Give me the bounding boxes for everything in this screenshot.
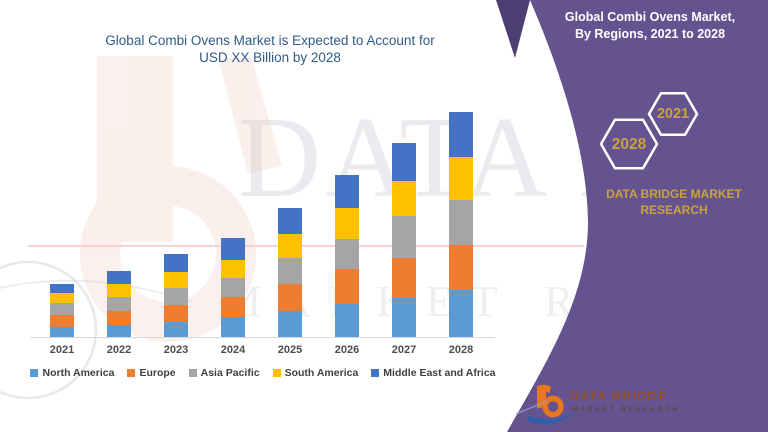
chart-title-line1: Global Combi Ovens Market is Expected to…	[105, 33, 435, 48]
plot-area	[30, 98, 495, 338]
bar-segment-south-america	[164, 272, 188, 288]
chart-legend: North America Europe Asia Pacific South Ame…	[24, 367, 502, 379]
bar-segment-europe	[50, 315, 74, 327]
banner-heading-line1: Global Combi Ovens Market,	[564, 10, 736, 24]
banner-heading: Global Combi Ovens Market, By Regions, 2…	[538, 9, 762, 42]
bar-segment-north-america	[449, 290, 473, 337]
stacked-bar-2023	[164, 254, 188, 337]
bar-segment-asia-pacific	[164, 288, 188, 305]
legend-label: Europe	[139, 367, 176, 379]
bar-segment-asia-pacific	[392, 216, 416, 258]
legend-label: Middle East and Africa	[383, 367, 496, 379]
bar-segment-asia-pacific	[107, 297, 131, 311]
x-axis-label-2021: 2021	[49, 344, 75, 356]
legend-label: Asia Pacific	[200, 367, 260, 379]
bar-segment-europe	[107, 311, 131, 325]
bar-segment-asia-pacific	[278, 258, 302, 284]
bar-segment-middle-east-and-africa	[278, 208, 302, 234]
legend-swatch	[272, 369, 281, 377]
banner-brand: DATA BRIDGE MARKET RESEARCH	[594, 187, 754, 218]
chart-title-line2: USD XX Billion by 2028	[199, 50, 341, 65]
legend-item-north-america: North America	[30, 367, 114, 379]
legend-item-south-america: South America	[272, 367, 359, 379]
bar-segment-asia-pacific	[449, 200, 473, 245]
x-axis-label-2027: 2027	[391, 344, 417, 356]
x-axis-label-2026: 2026	[334, 344, 360, 356]
bar-segment-europe	[392, 258, 416, 298]
stacked-bar-2028	[449, 112, 473, 337]
bar-segment-north-america	[50, 327, 74, 337]
bar-segment-middle-east-and-africa	[164, 254, 188, 272]
bar-segment-north-america	[107, 325, 131, 337]
chart-title: Global Combi Ovens Market is Expected to…	[55, 32, 485, 66]
banner-brand-line2: RESEARCH	[640, 202, 708, 217]
bar-segment-south-america	[221, 260, 245, 278]
bar-segment-asia-pacific	[221, 278, 245, 297]
bar-segment-south-america	[392, 181, 416, 216]
bar-segment-middle-east-and-africa	[392, 143, 416, 181]
legend-swatch	[371, 369, 380, 377]
bar-segment-south-america	[278, 234, 302, 258]
legend-item-europe: Europe	[127, 367, 176, 379]
bar-segment-asia-pacific	[335, 239, 359, 269]
legend-item-middle-east-and-africa: Middle East and Africa	[371, 367, 496, 379]
x-axis: 2021 2022 2023 2024 2025 2026 2027 2028	[30, 344, 495, 358]
bar-segment-europe	[278, 284, 302, 311]
x-axis-label-2022: 2022	[106, 344, 132, 356]
x-axis-label-2023: 2023	[163, 344, 189, 356]
bar-segment-south-america	[449, 157, 473, 200]
legend-swatch	[127, 369, 136, 377]
hexagon-2028-label: 2028	[611, 136, 647, 153]
bar-segment-middle-east-and-africa	[335, 175, 359, 208]
footer-logo-tagline: MARKET RESEARCH	[572, 406, 681, 413]
banner-heading-line2: By Regions, 2021 to 2028	[574, 26, 726, 41]
bar-segment-europe	[335, 269, 359, 304]
stacked-bar-2021	[50, 284, 74, 337]
hexagon-2021-label: 2021	[656, 106, 690, 122]
bar-segment-north-america	[221, 317, 245, 337]
legend-item-asia-pacific: Asia Pacific	[188, 367, 260, 379]
bar-segment-north-america	[392, 298, 416, 337]
bar-segment-south-america	[107, 284, 131, 297]
bar-segment-north-america	[278, 311, 302, 337]
stacked-bar-2027	[392, 143, 416, 337]
legend-swatch	[188, 369, 197, 377]
bar-segment-middle-east-and-africa	[221, 238, 245, 260]
banner-brand-line1: DATA BRIDGE MARKET	[606, 187, 742, 201]
stacked-bar-2025	[278, 208, 302, 337]
stacked-bar-2026	[335, 175, 359, 337]
stacked-bar-2024	[221, 238, 245, 337]
bar-segment-asia-pacific	[50, 303, 74, 315]
x-axis-label-2025: 2025	[277, 344, 303, 356]
bar-segment-middle-east-and-africa	[107, 271, 131, 284]
bar-segment-middle-east-and-africa	[50, 284, 74, 293]
bar-segment-europe	[449, 245, 473, 290]
footer-logo-name: DATA BRIDGE	[570, 389, 668, 403]
legend-label: South America	[284, 367, 359, 379]
bar-segment-north-america	[164, 322, 188, 337]
x-axis-label-2024: 2024	[220, 344, 246, 356]
bar-segment-europe	[164, 305, 188, 322]
bar-segment-south-america	[50, 293, 74, 303]
bar-segment-middle-east-and-africa	[449, 112, 473, 157]
bar-segment-south-america	[335, 208, 359, 239]
legend-label: North America	[42, 367, 115, 379]
watermark-red-line	[28, 245, 584, 247]
legend-swatch	[30, 369, 39, 377]
x-axis-label-2028: 2028	[448, 344, 474, 356]
bar-segment-north-america	[335, 304, 359, 337]
bar-segment-europe	[221, 297, 245, 317]
stacked-bar-2022	[107, 271, 131, 337]
